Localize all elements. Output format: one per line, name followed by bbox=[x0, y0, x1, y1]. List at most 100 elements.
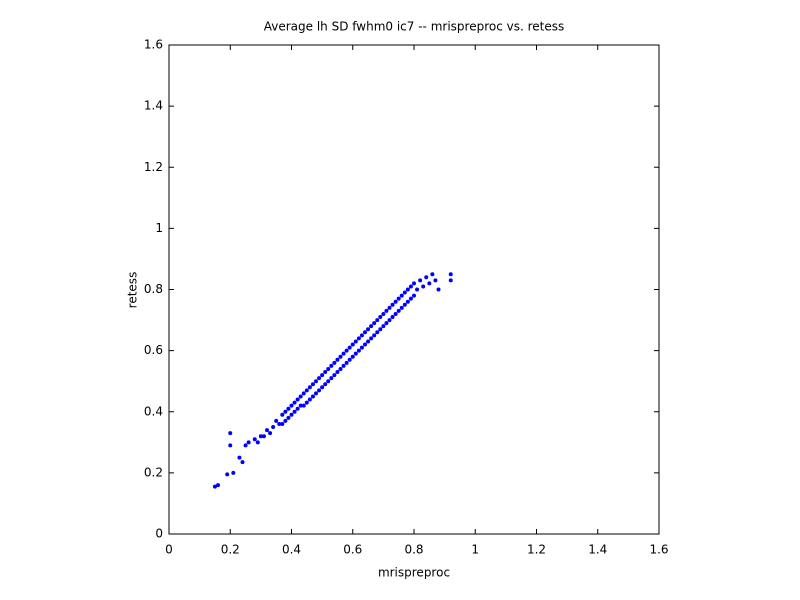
point bbox=[369, 336, 374, 341]
point bbox=[384, 321, 389, 326]
point bbox=[332, 360, 337, 365]
y-tick-label: 0.8 bbox=[144, 282, 163, 296]
x-tick-label: 0.8 bbox=[404, 543, 423, 557]
y-tick-label: 0.6 bbox=[144, 343, 163, 357]
point bbox=[381, 324, 386, 329]
point bbox=[326, 366, 331, 371]
x-tick-label: 1.4 bbox=[588, 543, 607, 557]
point bbox=[353, 339, 358, 344]
point bbox=[396, 308, 401, 313]
point bbox=[378, 327, 383, 332]
point bbox=[274, 418, 279, 423]
point bbox=[430, 272, 435, 277]
point bbox=[408, 284, 413, 289]
point bbox=[344, 348, 349, 353]
point bbox=[338, 366, 343, 371]
point bbox=[304, 400, 309, 405]
point bbox=[372, 333, 377, 338]
point bbox=[424, 275, 429, 280]
point bbox=[387, 305, 392, 310]
point bbox=[427, 281, 432, 286]
point bbox=[347, 357, 352, 362]
point bbox=[304, 388, 309, 393]
point bbox=[298, 394, 303, 399]
y-tick-label: 1.4 bbox=[144, 99, 163, 113]
point bbox=[353, 351, 358, 356]
point bbox=[261, 434, 266, 439]
point bbox=[412, 293, 416, 298]
point bbox=[268, 431, 273, 436]
point bbox=[344, 360, 349, 365]
point bbox=[384, 308, 389, 313]
y-tick-label: 0 bbox=[155, 527, 163, 541]
point bbox=[412, 281, 416, 286]
point bbox=[436, 287, 441, 292]
point bbox=[399, 293, 404, 298]
point bbox=[301, 391, 306, 396]
point bbox=[295, 397, 300, 402]
point bbox=[317, 388, 322, 393]
point bbox=[359, 345, 364, 350]
point bbox=[332, 373, 337, 378]
point bbox=[405, 299, 410, 304]
point bbox=[307, 397, 312, 402]
point bbox=[329, 376, 334, 381]
y-axis-label: retess bbox=[126, 272, 140, 309]
point bbox=[228, 431, 233, 436]
point bbox=[363, 342, 367, 347]
point bbox=[289, 412, 294, 417]
point bbox=[366, 339, 371, 344]
point bbox=[415, 287, 420, 292]
point bbox=[246, 440, 251, 445]
point bbox=[314, 379, 318, 384]
point bbox=[329, 363, 334, 368]
point bbox=[375, 330, 380, 335]
point bbox=[212, 484, 217, 489]
point bbox=[283, 418, 288, 423]
point bbox=[326, 379, 331, 384]
point bbox=[320, 373, 325, 378]
point bbox=[286, 415, 291, 420]
x-tick-label: 1.6 bbox=[649, 543, 668, 557]
x-tick-label: 0 bbox=[165, 543, 173, 557]
point bbox=[271, 425, 276, 430]
point bbox=[298, 403, 303, 408]
point bbox=[408, 296, 413, 301]
point bbox=[323, 382, 328, 387]
point bbox=[347, 345, 352, 350]
point bbox=[341, 351, 346, 356]
point bbox=[372, 321, 377, 326]
point bbox=[323, 370, 328, 375]
point bbox=[301, 403, 306, 408]
point bbox=[307, 385, 312, 390]
point bbox=[350, 354, 355, 359]
point bbox=[292, 409, 297, 414]
point bbox=[277, 421, 282, 426]
x-tick-label: 0.4 bbox=[282, 543, 301, 557]
point bbox=[356, 348, 361, 353]
y-tick-label: 1 bbox=[155, 221, 163, 235]
y-tick-label: 0.2 bbox=[144, 465, 163, 479]
point bbox=[335, 357, 340, 362]
point bbox=[341, 363, 346, 368]
plot-area bbox=[168, 44, 660, 535]
point bbox=[381, 311, 386, 316]
point bbox=[405, 287, 410, 292]
chart-title: Average lh SD fwhm0 ic7 -- mrispreproc v… bbox=[264, 20, 565, 34]
x-tick-label: 0.2 bbox=[221, 543, 240, 557]
point bbox=[396, 296, 401, 301]
point bbox=[314, 391, 318, 396]
point bbox=[292, 400, 297, 405]
y-tick-label: 1.2 bbox=[144, 160, 163, 174]
point bbox=[433, 278, 438, 283]
point bbox=[338, 354, 343, 359]
point bbox=[393, 311, 398, 316]
point bbox=[237, 455, 242, 460]
point bbox=[255, 440, 260, 445]
point bbox=[387, 318, 392, 323]
point bbox=[402, 302, 407, 307]
x-tick-label: 0.6 bbox=[343, 543, 362, 557]
point bbox=[335, 370, 340, 375]
point bbox=[356, 336, 361, 341]
